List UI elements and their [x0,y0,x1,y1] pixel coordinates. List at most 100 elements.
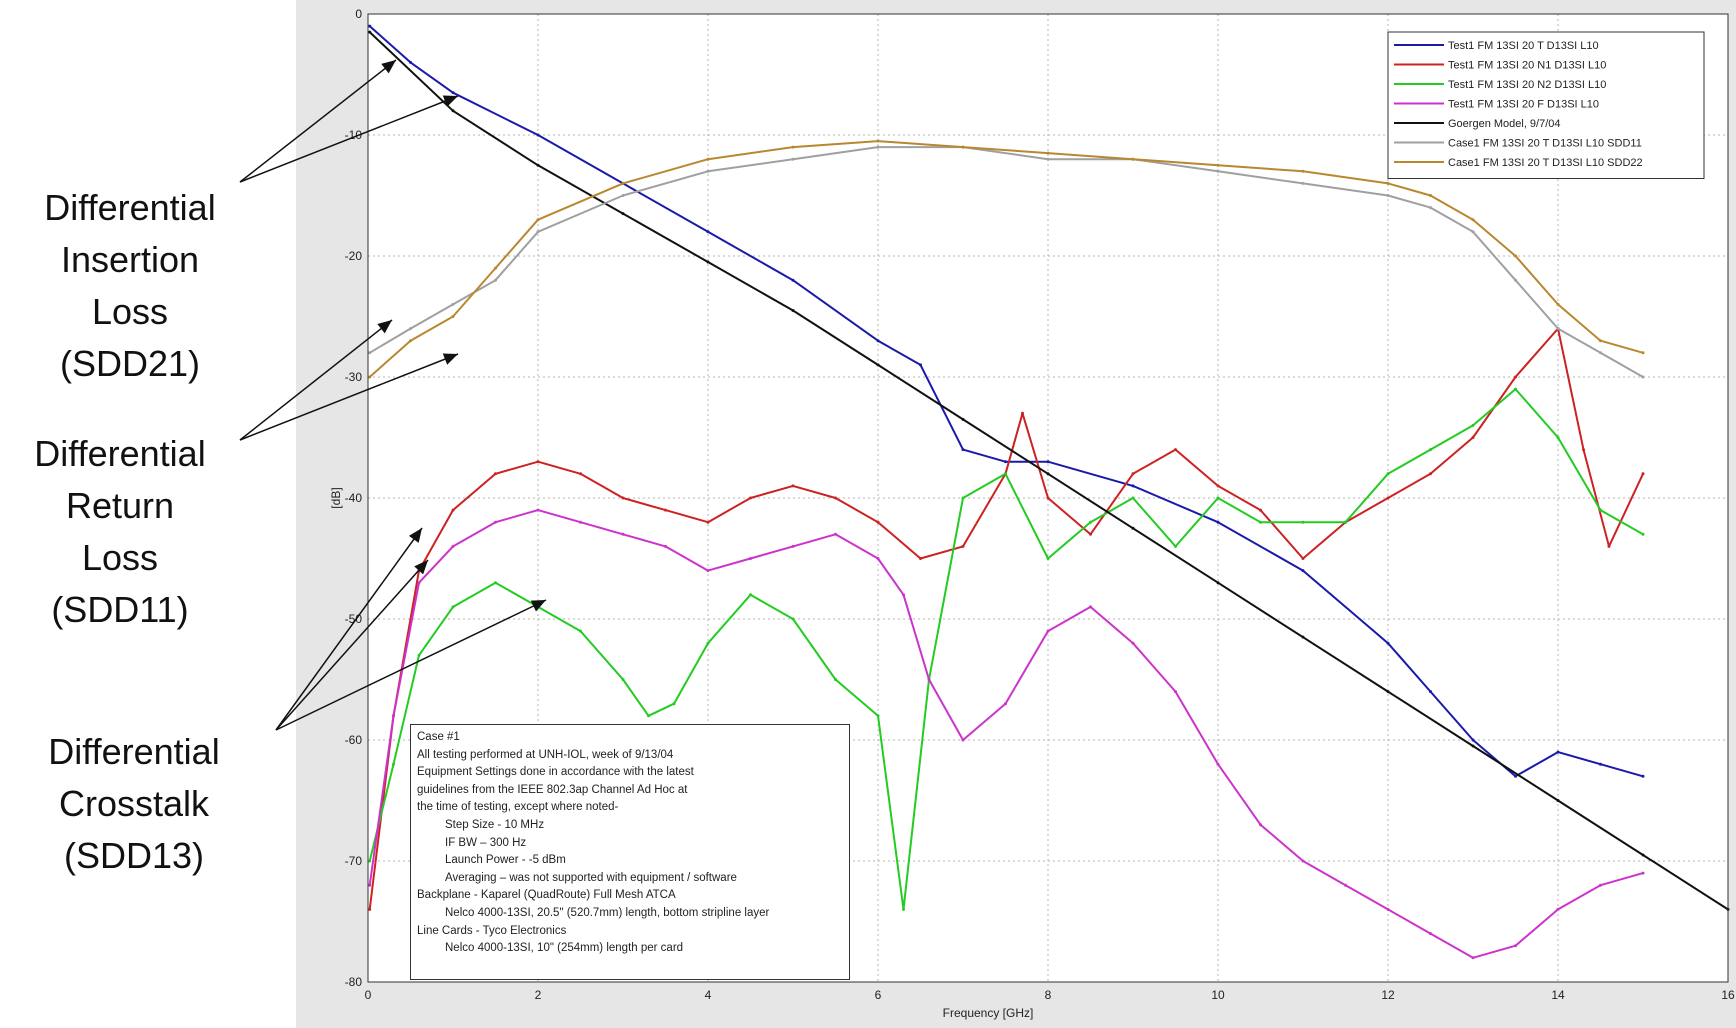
data-point [1131,496,1135,500]
data-point [961,145,965,149]
notes-line: Launch Power - -5 dBm [445,854,566,867]
data-point [791,308,795,312]
data-point [1514,944,1517,948]
data-point [834,496,837,500]
data-point [1174,448,1177,452]
data-point [1131,641,1135,645]
data-point [621,181,625,185]
data-point [749,496,752,500]
data-point [834,532,837,536]
data-point [1471,218,1475,222]
data-point [749,593,752,597]
data-point [1599,351,1602,355]
notes-line: the time of testing, except where noted- [417,801,619,814]
data-point [1514,254,1517,258]
data-point [791,544,795,548]
annotation-arrowhead [442,95,458,107]
annotation-arrowhead [414,560,428,575]
data-point [1429,448,1432,452]
legend-label: Test1 FM 13SI 20 N1 D13SI L10 [1448,60,1606,72]
notes-line: Nelco 4000-13SI, 10" (254mm) length per … [445,942,684,955]
data-point [1259,508,1262,512]
series-line [368,327,1644,910]
data-point [706,157,710,161]
notes-line: Nelco 4000-13SI, 20.5" (520.7mm) length,… [445,906,770,919]
legend-label: Case1 FM 13SI 20 T D13SI L10 SDD22 [1448,157,1643,169]
data-point [961,496,965,500]
data-point [1004,702,1007,706]
x-tick-label: 12 [1381,988,1395,1002]
data-point [451,544,455,548]
data-point [1301,569,1305,573]
data-point [706,569,710,573]
data-point [791,145,795,149]
annotation-arrow [239,95,459,183]
data-point [451,109,455,113]
x-tick-label: 2 [535,988,542,1002]
data-point [1301,635,1305,639]
x-tick-label: 0 [365,988,372,1002]
data-point [536,163,540,167]
annotation-arrowhead [408,528,422,543]
data-point [876,145,880,149]
data-point [536,218,540,222]
data-point [1556,327,1560,331]
data-point [1599,762,1602,766]
data-point [919,363,922,367]
data-point [1641,351,1645,355]
data-point [876,363,880,367]
test-notes-box: Case #1 All testing performed at UNH-IOL… [410,724,850,980]
y-tick-label: -80 [345,975,363,989]
data-point [791,157,795,161]
data-point [1301,520,1305,524]
data-point [1344,883,1347,887]
data-point [1216,163,1220,167]
data-point [1259,823,1262,827]
data-point [1556,302,1560,306]
y-tick-label: -70 [345,854,363,868]
data-point [1641,871,1645,875]
data-point [1386,690,1390,694]
legend-box [1387,31,1705,179]
data-point [1514,375,1517,379]
legend-label: Test1 FM 13SI 20 F D13SI L10 [1448,99,1599,111]
data-point [494,278,497,282]
data-point [1641,532,1645,536]
legend-label: Test1 FM 13SI 20 N2 D13SI L10 [1448,79,1606,91]
y-tick-label: -20 [345,249,363,263]
notes-line: All testing performed at UNH-IOL, week o… [417,748,674,761]
notes-line: guidelines from the IEEE 802.3ap Channel… [417,783,688,796]
data-point [749,557,752,560]
data-point [1004,460,1007,464]
data-point [876,520,880,524]
data-point [1174,544,1177,548]
x-tick-label: 6 [875,988,882,1002]
data-point [1556,436,1560,439]
data-point [368,883,372,887]
y-axis-label: [dB] [329,487,343,508]
data-point [536,460,540,464]
annotation-arrow [275,527,423,731]
data-point [1582,448,1585,452]
notes-line: Step Size - 10 MHz [445,818,545,831]
data-point [1131,157,1135,161]
legend-label: Case1 FM 13SI 20 T D13SI L10 SDD11 [1448,138,1642,150]
y-tick-label: -30 [345,370,363,384]
data-point [536,508,540,512]
data-point [1216,581,1220,585]
x-tick-label: 14 [1551,988,1565,1002]
data-point [1131,484,1135,488]
data-point [1471,230,1475,234]
legend-label: Test1 FM 13SI 20 T D13SI L10 [1448,40,1599,52]
data-point [368,859,372,863]
data-point [1429,206,1432,210]
notes-line: Averaging – was not supported with equip… [445,871,737,884]
data-point [621,496,625,500]
data-point [494,266,497,270]
data-point [1556,750,1560,754]
data-point [1174,690,1177,694]
data-point [368,30,372,34]
data-point [1556,907,1560,911]
data-point [494,472,497,476]
data-point [834,678,837,681]
